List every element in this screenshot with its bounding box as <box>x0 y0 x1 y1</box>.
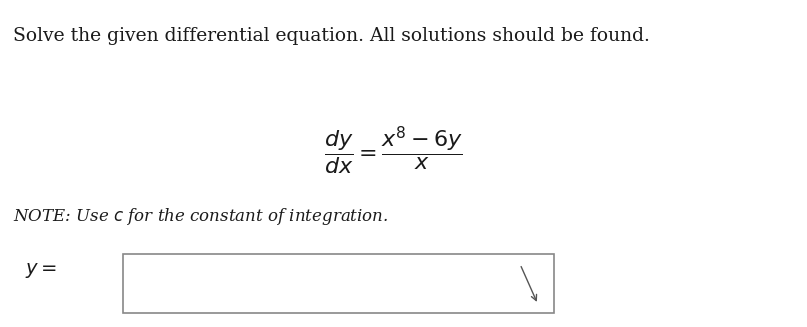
Text: Solve the given differential equation. All solutions should be found.: Solve the given differential equation. A… <box>13 27 650 45</box>
Text: NOTE: Use $c$ for the constant of integration.: NOTE: Use $c$ for the constant of integr… <box>13 206 389 227</box>
Text: $\dfrac{dy}{dx} = \dfrac{x^8 - 6y}{x}$: $\dfrac{dy}{dx} = \dfrac{x^8 - 6y}{x}$ <box>324 125 462 177</box>
FancyBboxPatch shape <box>123 254 554 313</box>
Text: $y =$: $y =$ <box>25 261 57 280</box>
